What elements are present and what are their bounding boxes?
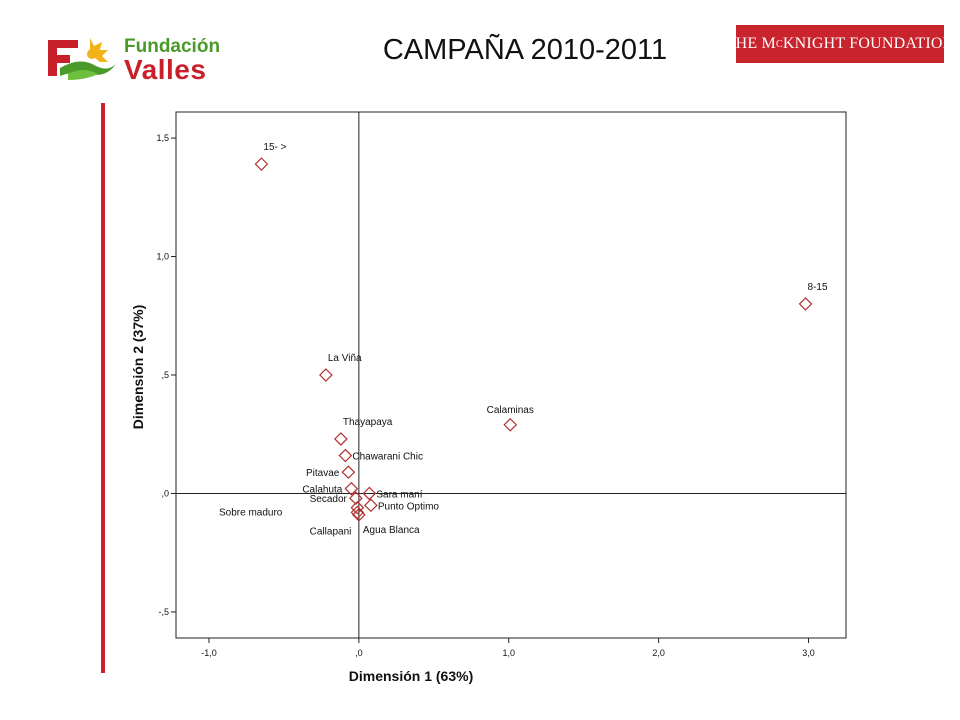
data-label: Secador	[310, 494, 348, 505]
mck-logo-rest: KNIGHT FOUNDATION	[782, 35, 955, 52]
data-point	[350, 500, 365, 515]
y-tick-label: ,0	[161, 488, 169, 498]
data-point	[349, 491, 363, 506]
plot-frame	[175, 111, 847, 639]
data-label: Callapani	[310, 526, 352, 537]
data-point	[319, 368, 333, 382]
data-point	[341, 465, 356, 479]
fundacion-valles-logo: Fundación Valles	[46, 34, 236, 85]
x-tick-label: -1,0	[201, 648, 217, 658]
data-point	[344, 481, 359, 496]
data-point	[334, 432, 348, 446]
data-label: 8-15	[808, 282, 828, 293]
data-label: La Viña	[328, 353, 362, 364]
data-label: Thayapaya	[343, 417, 393, 428]
x-axis-label: Dimensión 1 (63%)	[349, 668, 473, 684]
y-tick-label: -,5	[158, 607, 169, 617]
slide-title: CAMPAÑA 2010-2011	[382, 34, 668, 66]
data-point	[362, 486, 377, 501]
logo-line2: Valles	[124, 54, 207, 85]
data-point	[503, 417, 518, 432]
data-label: 15- >	[263, 142, 286, 153]
x-tick-label: 3,0	[802, 648, 815, 658]
fundacion-valles-logo-icon	[48, 38, 116, 80]
logo-line1: Fundación	[124, 36, 221, 57]
data-point	[254, 157, 269, 171]
x-tick-label: 2,0	[652, 648, 665, 658]
y-tick-label: 1,0	[156, 252, 169, 262]
data-label: Chawarani Chic	[352, 452, 423, 463]
data-label: Punto Optimo	[378, 501, 440, 512]
data-point	[338, 448, 353, 463]
y-axis-label: Dimensión 2 (37%)	[130, 305, 146, 429]
data-label: Sara maní	[376, 489, 422, 500]
y-tick-label: 1,5	[156, 133, 169, 143]
mck-logo-main: THE M	[725, 35, 776, 52]
red-vertical-rule	[101, 103, 105, 673]
x-tick-label: 1,0	[502, 648, 515, 658]
data-point	[350, 505, 365, 520]
data-point	[364, 498, 378, 513]
data-label: Sobre maduro	[219, 508, 283, 519]
mck-logo-sup: C	[775, 38, 783, 50]
mcknight-foundation-logo: THE M C KNIGHT FOUNDATION	[726, 25, 954, 63]
data-point	[798, 297, 813, 311]
data-label: Calahuta	[302, 485, 342, 496]
data-label: Agua Blanca	[363, 525, 420, 536]
x-tick-label: ,0	[355, 648, 363, 658]
data-label: Pitavae	[306, 468, 340, 479]
data-label: Calaminas	[487, 405, 534, 416]
y-tick-label: ,5	[161, 370, 169, 380]
